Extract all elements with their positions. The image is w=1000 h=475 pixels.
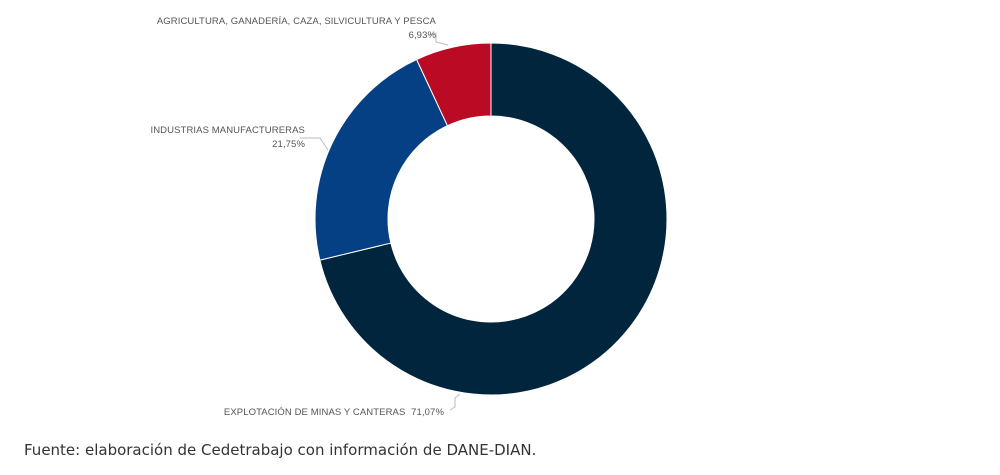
slices-layer bbox=[314, 42, 668, 396]
label-mining-category: EXPLOTACIÓN DE MINAS Y CANTERAS bbox=[224, 407, 406, 418]
slice-agriculture bbox=[415, 42, 492, 127]
label-mining: EXPLOTACIÓN DE MINAS Y CANTERAS 71,07% bbox=[224, 407, 445, 418]
slice-mining bbox=[319, 42, 668, 396]
donut-chart: EXPLOTACIÓN DE MINAS Y CANTERAS 71,07% I… bbox=[150, 16, 668, 418]
slice-manufacturing bbox=[314, 58, 449, 261]
leader-line-manufacturing bbox=[300, 137, 329, 151]
label-manufacturing-category: INDUSTRIAS MANUFACTURERAS bbox=[150, 125, 305, 136]
leader-line-agriculture bbox=[427, 32, 449, 46]
label-mining-value: 71,07% bbox=[411, 407, 444, 418]
label-agriculture-category: AGRICULTURA, GANADERÍA, CAZA, SILVICULTU… bbox=[157, 16, 437, 27]
label-agriculture-value: 6,93% bbox=[409, 30, 437, 41]
leader-line-mining bbox=[449, 393, 461, 411]
label-manufacturing-value: 21,75% bbox=[272, 139, 305, 150]
source-note: Fuente: elaboración de Cedetrabajo con i… bbox=[24, 441, 537, 459]
